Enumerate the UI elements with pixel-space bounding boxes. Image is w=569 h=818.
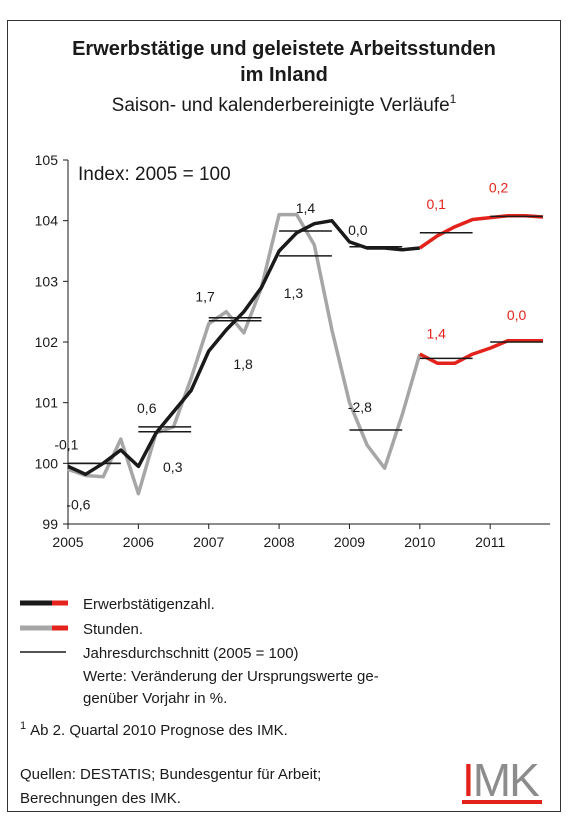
series-line bbox=[418, 339, 543, 365]
legend-label: Stunden. bbox=[83, 621, 143, 638]
x-tick-label: 2011 bbox=[475, 534, 505, 550]
chart-title: Erwerbstätige und geleistete Arbeitsstun… bbox=[72, 38, 496, 60]
y-tick-label: 100 bbox=[35, 455, 59, 471]
footnote-text: Ab 2. Quartal 2010 Prognose des IMK. bbox=[30, 722, 288, 739]
chart-subtitle: Saison- und kalenderbereinigte Verläufe1 bbox=[112, 92, 457, 116]
annual-change-label: 1,4 bbox=[296, 200, 316, 216]
footnote-mark: 1 bbox=[20, 720, 26, 732]
legend: Erwerbstätigenzahl. Stunden. Jahresdurch… bbox=[20, 596, 379, 707]
y-tick-label: 104 bbox=[35, 213, 59, 229]
logo: IMK bbox=[462, 757, 542, 804]
annual-change-label: 0,1 bbox=[426, 196, 446, 212]
annual-change-label: -2,8 bbox=[348, 399, 372, 415]
y-tick-label: 101 bbox=[35, 395, 59, 411]
x-tick-label: 2010 bbox=[404, 534, 435, 550]
legend-label: Erwerbstätigenzahl. bbox=[83, 596, 215, 613]
annual-change-label: 0,2 bbox=[489, 179, 509, 195]
legend-label: Jahresdurchschnitt (2005 = 100) bbox=[83, 645, 299, 662]
footnote-mark: 1 bbox=[450, 92, 457, 106]
annual-change-label: 1,8 bbox=[233, 356, 253, 372]
source: Quellen: DESTATIS; Bundesgentur für Arbe… bbox=[20, 766, 321, 783]
annual-change-label: -0,1 bbox=[54, 436, 78, 452]
series-line bbox=[67, 218, 420, 477]
annual-change-label: 0,0 bbox=[348, 222, 368, 238]
y-tick-label: 99 bbox=[42, 516, 58, 532]
annual-change-label: 1,3 bbox=[284, 285, 304, 301]
legend-note: genüber Vorjahr in %. bbox=[83, 690, 227, 707]
x-tick-label: 2009 bbox=[334, 534, 365, 550]
x-tick-label: 2005 bbox=[52, 534, 83, 550]
chart-title: im Inland bbox=[240, 64, 328, 86]
annotation: Index: 2005 = 100 bbox=[78, 164, 231, 185]
footnote: 1 Ab 2. Quartal 2010 Prognose des IMK. bbox=[20, 720, 288, 739]
annual-change-label: 1,7 bbox=[195, 289, 215, 305]
x-tick-label: 2008 bbox=[264, 534, 295, 550]
x-tick-label: 2007 bbox=[193, 534, 224, 550]
annual-change-label: -0,6 bbox=[66, 496, 90, 512]
source: Berechnungen des IMK. bbox=[20, 790, 181, 807]
annual-change-label: 0,6 bbox=[137, 400, 157, 416]
subtitle-text: Saison- und kalenderbereinigte Verläufe bbox=[112, 95, 450, 116]
y-tick-label: 103 bbox=[35, 273, 59, 289]
annual-change-label: 0,0 bbox=[507, 307, 527, 323]
annual-change-label: 1,4 bbox=[426, 325, 446, 341]
annual-change-label: 0,3 bbox=[163, 459, 183, 475]
y-tick-label: 102 bbox=[35, 334, 59, 350]
legend-note: Werte: Veränderung der Ursprungswerte ge… bbox=[83, 668, 379, 685]
frame bbox=[7, 20, 561, 812]
x-tick-label: 2006 bbox=[123, 534, 154, 550]
series-line bbox=[418, 214, 544, 250]
y-tick-label: 105 bbox=[35, 152, 59, 168]
